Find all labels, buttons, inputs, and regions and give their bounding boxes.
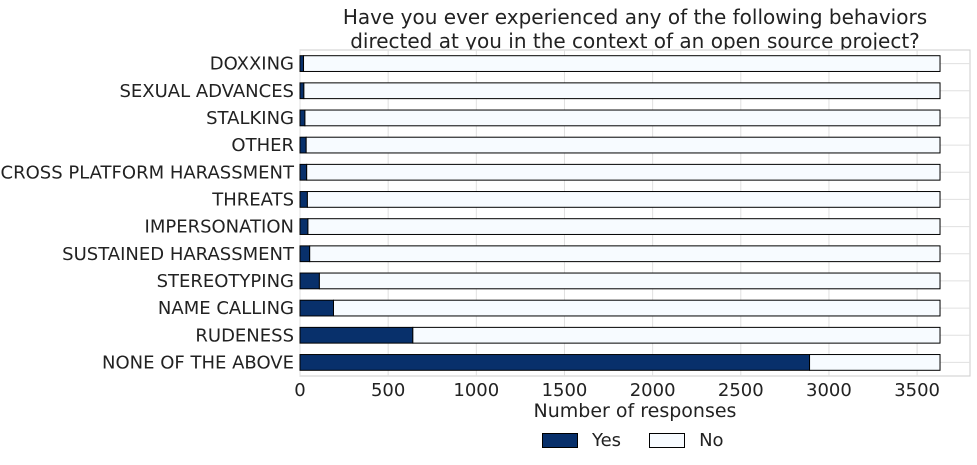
y-tick-label: THREATS — [211, 189, 294, 210]
x-tick-label: 3000 — [806, 380, 852, 401]
y-tick-label: NONE OF THE ABOVE — [102, 352, 294, 373]
plot-area — [299, 49, 971, 377]
bar-yes — [299, 163, 308, 181]
chart-title-line-2: directed at you in the context of an ope… — [350, 29, 920, 53]
bar-yes — [299, 109, 306, 127]
legend-swatch-yes — [542, 433, 578, 448]
y-tick-label: STEREOTYPING — [157, 271, 294, 292]
legend-label-yes: Yes — [592, 430, 622, 451]
x-tick-label: 3500 — [894, 380, 940, 401]
bar-no — [309, 245, 941, 263]
bar-yes — [299, 136, 307, 154]
x-tick-label: 0 — [294, 380, 305, 401]
y-tick-label: IMPERSONATION — [145, 217, 294, 238]
x-tick-label: 1000 — [453, 380, 499, 401]
x-tick-label: 2500 — [718, 380, 764, 401]
bar-no — [303, 55, 941, 72]
x-tick-label: 2000 — [630, 380, 676, 401]
bar-yes — [299, 354, 811, 371]
legend-label-no: No — [699, 430, 724, 451]
bar-no — [305, 136, 941, 154]
y-tick-label: SEXUAL ADVANCES — [119, 81, 294, 102]
y-tick-label: SUSTAINED HARASSMENT — [62, 244, 295, 265]
bar-yes — [299, 326, 414, 344]
y-tick-label: DOXXING — [210, 54, 294, 75]
bar-no — [306, 163, 941, 181]
bar-no — [307, 218, 941, 235]
bar-no — [333, 299, 941, 317]
bar-no — [304, 109, 941, 127]
bar-yes — [299, 299, 334, 317]
bar-no — [809, 354, 941, 371]
bar-no — [412, 326, 941, 344]
legend: Yes No — [542, 430, 752, 451]
bar-yes — [299, 191, 308, 208]
chart-title-line-1: Have you ever experienced any of the fol… — [342, 5, 928, 29]
x-tick-label: 1500 — [542, 380, 588, 401]
bar-no — [306, 191, 941, 208]
legend-item-yes: Yes — [542, 430, 621, 451]
legend-item-no: No — [649, 430, 724, 451]
x-axis-label: Number of responses — [534, 400, 737, 422]
y-tick-label: OTHER — [231, 135, 294, 156]
y-tick-label: NAME CALLING — [158, 298, 294, 319]
y-tick-label: RUDENESS — [195, 325, 294, 346]
bar-yes — [299, 82, 305, 100]
bar-yes — [299, 55, 305, 72]
bar-yes — [299, 272, 320, 290]
x-tick-label: 500 — [371, 380, 405, 401]
y-tick-label: CROSS PLATFORM HARASSMENT — [1, 162, 295, 183]
bar-yes — [299, 245, 311, 263]
y-tick-label: STALKING — [206, 108, 294, 129]
bar-no — [318, 272, 941, 290]
bar-no — [303, 82, 941, 100]
bar-yes — [299, 218, 309, 235]
legend-swatch-no — [649, 433, 686, 448]
